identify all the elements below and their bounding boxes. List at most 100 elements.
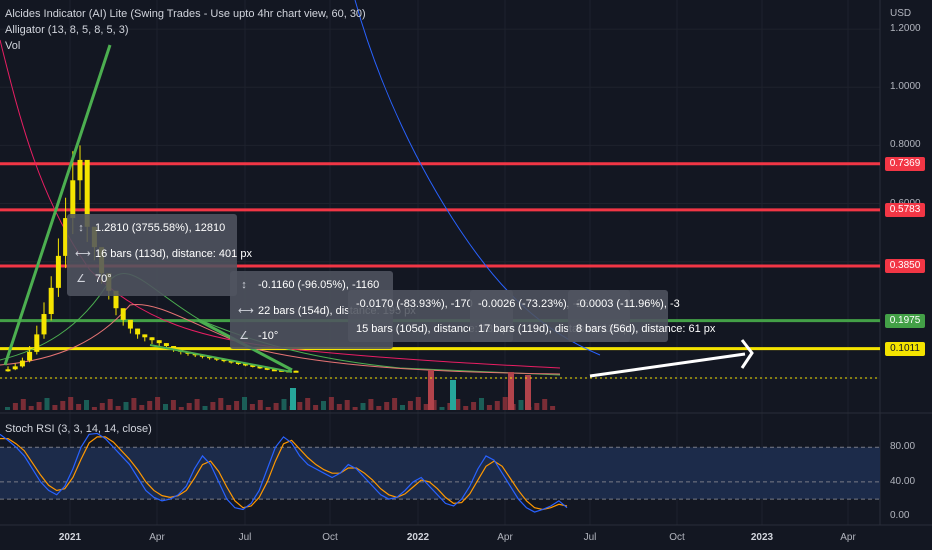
measure-row: -0.0003 (-11.96%), -3 bbox=[576, 298, 680, 310]
stoch-tick: 0.00 bbox=[890, 510, 910, 522]
volume-bar bbox=[344, 400, 350, 410]
candle-body bbox=[149, 337, 155, 341]
volume-bar-tall bbox=[525, 375, 531, 410]
volume-bar bbox=[321, 401, 326, 410]
green-support-line bbox=[149, 344, 293, 373]
volume-bar bbox=[68, 397, 74, 410]
candle-body bbox=[84, 159, 90, 227]
volume-bar bbox=[257, 400, 263, 410]
volume-bar bbox=[360, 403, 366, 410]
volume-bar bbox=[265, 407, 271, 410]
stoch-k-line bbox=[0, 432, 568, 513]
measure-row: -0.0026 (-73.23%), -26 bbox=[478, 298, 589, 310]
stoch-tick: 40.00 bbox=[890, 475, 916, 487]
volume-bar bbox=[131, 398, 137, 410]
candle-body bbox=[271, 369, 277, 372]
candle-body bbox=[142, 334, 148, 338]
candle-body bbox=[5, 369, 11, 372]
candle-body bbox=[163, 343, 169, 347]
candle-body bbox=[27, 351, 33, 361]
green-trendline-up bbox=[3, 44, 112, 366]
stoch-legend[interactable]: Stoch RSI (3, 3, 14, 14, close) bbox=[5, 423, 152, 435]
candle-body bbox=[48, 287, 54, 315]
volume-bar bbox=[479, 398, 484, 410]
volume-bar bbox=[423, 404, 429, 410]
volume-bar bbox=[336, 404, 342, 410]
candle-body bbox=[250, 364, 256, 367]
red-alligator-curve bbox=[0, 303, 561, 375]
volume-bar bbox=[52, 405, 58, 410]
volume-bar bbox=[36, 402, 42, 410]
candle-body bbox=[12, 366, 18, 370]
white-projection-line bbox=[589, 352, 746, 378]
volume-bar bbox=[368, 399, 374, 410]
measure-icon: ∠ bbox=[239, 330, 249, 342]
volume-bar bbox=[170, 400, 176, 410]
measure-text: -0.1160 (-96.05%), -1160 bbox=[258, 279, 380, 291]
volume-bar bbox=[376, 406, 382, 410]
volume-bar bbox=[234, 401, 240, 410]
volume-bar-tall bbox=[428, 370, 434, 410]
volume-bar bbox=[313, 405, 319, 410]
volume-bar bbox=[518, 400, 524, 410]
volume-bar bbox=[178, 407, 184, 410]
stoch-d-line bbox=[0, 436, 568, 511]
candle-body bbox=[55, 255, 61, 288]
volume-bar bbox=[99, 403, 105, 410]
stoch-rsi-pane bbox=[0, 432, 880, 513]
measure-row: -0.0170 (-83.93%), -170 bbox=[356, 298, 473, 310]
volume-bar bbox=[115, 406, 121, 410]
time-tick: Apr bbox=[840, 532, 856, 543]
volume-bar bbox=[155, 397, 161, 410]
trend-drawings[interactable] bbox=[0, 44, 880, 379]
candle-body bbox=[41, 314, 47, 335]
vol-legend[interactable]: Vol bbox=[5, 40, 21, 52]
candle-body bbox=[228, 360, 234, 363]
volume-bar bbox=[20, 399, 26, 410]
volume-bar bbox=[210, 402, 216, 410]
candle-body bbox=[127, 319, 133, 329]
volume-bar bbox=[281, 399, 287, 410]
price-badge: 0.3850 bbox=[885, 259, 925, 274]
price-badge: 0.1975 bbox=[885, 313, 925, 328]
price-badge: 0.5783 bbox=[885, 202, 925, 217]
measure-text: -0.0003 (-11.96%), -3 bbox=[576, 298, 680, 310]
measure-row: 8 bars (56d), distance: 61 px bbox=[576, 323, 715, 335]
volume-bar bbox=[273, 403, 279, 410]
volume-bar bbox=[226, 405, 232, 410]
time-tick: Oct bbox=[669, 532, 685, 543]
time-tick: 2023 bbox=[750, 532, 774, 543]
measure-text: 1.2810 (3755.58%), 12810 bbox=[95, 222, 226, 234]
time-tick: 2022 bbox=[406, 532, 430, 543]
volume-bar bbox=[12, 403, 18, 410]
candle-body bbox=[70, 180, 76, 219]
horizontal-levels[interactable] bbox=[0, 162, 880, 351]
measure-icon: ⟷ bbox=[75, 248, 91, 260]
volume-bar bbox=[249, 404, 255, 410]
volume-bar bbox=[328, 397, 334, 410]
volume-bar bbox=[147, 401, 153, 410]
volume-bar bbox=[123, 402, 129, 410]
measure-row: ∠ 70° bbox=[75, 272, 112, 286]
volume-bar-tall bbox=[450, 380, 456, 410]
volume-bar bbox=[91, 407, 97, 410]
indicator-legend[interactable]: Alcides Indicator (AI) Lite (Swing Trade… bbox=[5, 8, 366, 20]
stoch-tick: 80.00 bbox=[890, 441, 916, 453]
volume-bar bbox=[463, 406, 469, 410]
green-curve bbox=[0, 273, 561, 376]
volume-bar bbox=[415, 397, 421, 410]
time-tick: Apr bbox=[497, 532, 513, 543]
volume-bar bbox=[163, 404, 168, 410]
alligator-legend[interactable]: Alligator (13, 8, 5, 8, 5, 3) bbox=[5, 24, 129, 36]
measure-icon: ↕ bbox=[241, 279, 247, 291]
price-tick: 1.2000 bbox=[890, 23, 921, 35]
measure-icon: ⟷ bbox=[238, 305, 254, 317]
volume-bar bbox=[392, 398, 398, 410]
candle-body bbox=[243, 363, 249, 366]
candle-body bbox=[135, 328, 141, 335]
time-tick: Jul bbox=[238, 532, 252, 543]
measure-tooltip[interactable]: ↕ 1.2810 (3755.58%), 12810 ⟷ 16 bars (113d)… bbox=[67, 214, 252, 296]
volume-bar bbox=[494, 401, 500, 410]
volume-bar bbox=[139, 405, 145, 410]
measure-tooltip[interactable]: -0.0003 (-11.96%), -3 8 bars (56d), dista… bbox=[568, 290, 715, 342]
